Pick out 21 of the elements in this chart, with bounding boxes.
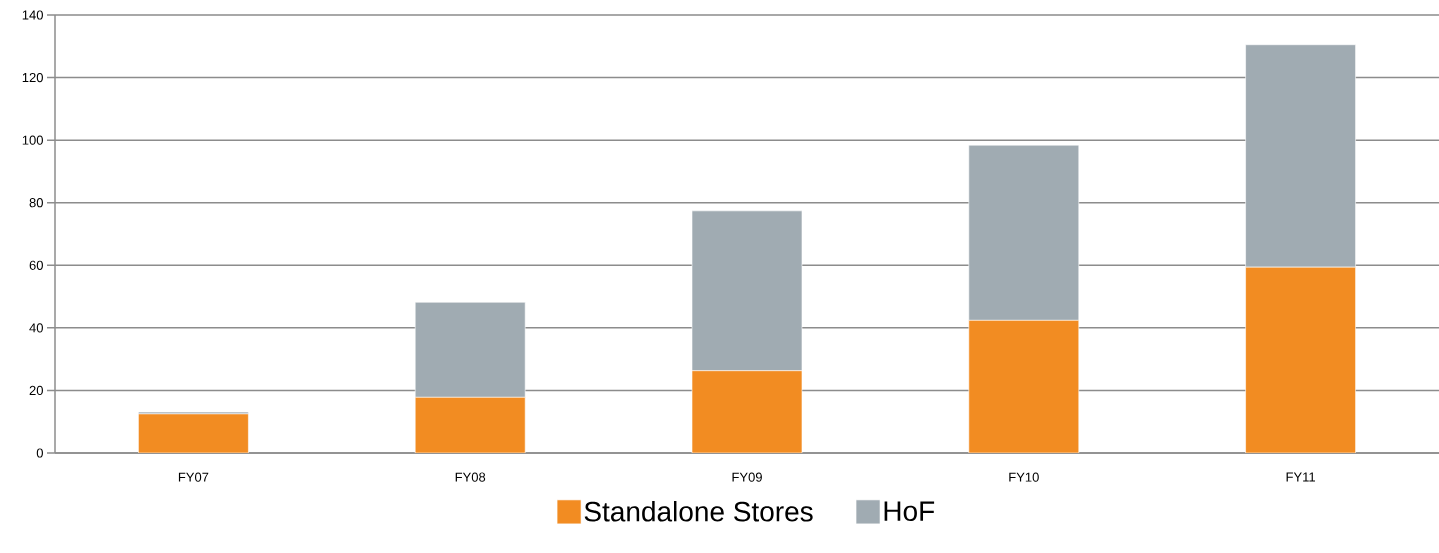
y-tick-label: 40 (29, 323, 43, 333)
y-tick-label: 80 (29, 198, 43, 208)
legend-label: Standalone Stores (584, 500, 813, 522)
bar (968, 320, 1080, 453)
bar (1245, 266, 1356, 453)
y-tick-label: 140 (22, 10, 43, 20)
y-tick-label: 20 (29, 385, 43, 396)
y-tick-label: 60 (29, 260, 43, 270)
bar (414, 397, 526, 453)
y-tick-label: 100 (22, 135, 43, 145)
bar (138, 413, 249, 453)
bar (414, 301, 526, 398)
x-tick-label: FY10 (1009, 472, 1039, 482)
y-tick-label: 120 (22, 72, 43, 83)
bar (691, 370, 803, 453)
legend-label: HoF (884, 501, 935, 522)
x-tick-label: FY08 (455, 472, 486, 482)
y-tick-label: 0 (36, 448, 43, 458)
x-tick-label: FY09 (732, 472, 762, 482)
x-tick-label: FY11 (1286, 472, 1316, 482)
x-tick-label: FY07 (178, 472, 209, 482)
